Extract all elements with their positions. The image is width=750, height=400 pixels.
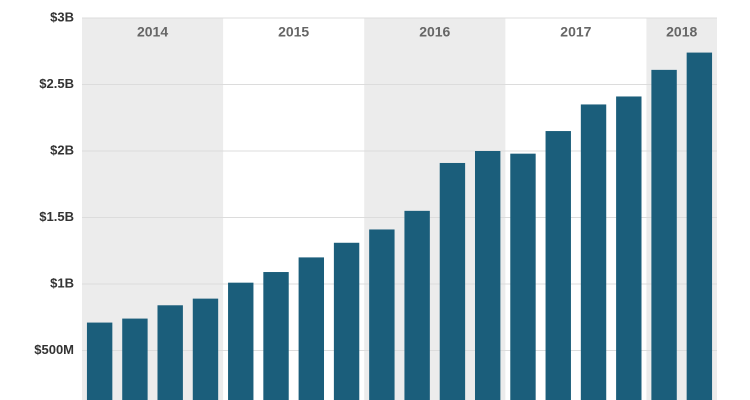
- bar: [263, 272, 289, 400]
- group-label: 2014: [137, 24, 168, 40]
- bar: [580, 104, 607, 400]
- bar: [545, 131, 571, 400]
- bar: [86, 322, 113, 400]
- bar: [333, 242, 360, 400]
- group-label: 2018: [666, 24, 697, 40]
- bar: [686, 52, 713, 400]
- y-tick-label: $1.5B: [39, 209, 74, 224]
- bar: [404, 210, 430, 400]
- bar: [616, 96, 642, 400]
- bar: [192, 298, 219, 400]
- bar: [510, 153, 536, 400]
- y-tick-label: $3B: [50, 9, 74, 24]
- y-tick-label: $1B: [50, 275, 74, 290]
- y-tick-label: $2.5B: [39, 76, 74, 91]
- group-label: 2015: [278, 24, 309, 40]
- bar: [369, 229, 395, 400]
- bar: [298, 257, 325, 400]
- group-label: 2016: [419, 24, 450, 40]
- y-tick-label: $500M: [34, 342, 74, 357]
- y-tick-label: $2B: [50, 142, 74, 157]
- group-label: 2017: [560, 24, 591, 40]
- bar: [122, 318, 148, 400]
- bar: [157, 305, 183, 400]
- bar: [228, 282, 254, 400]
- bar: [439, 162, 466, 400]
- bar: [651, 69, 677, 400]
- bar: [474, 151, 501, 400]
